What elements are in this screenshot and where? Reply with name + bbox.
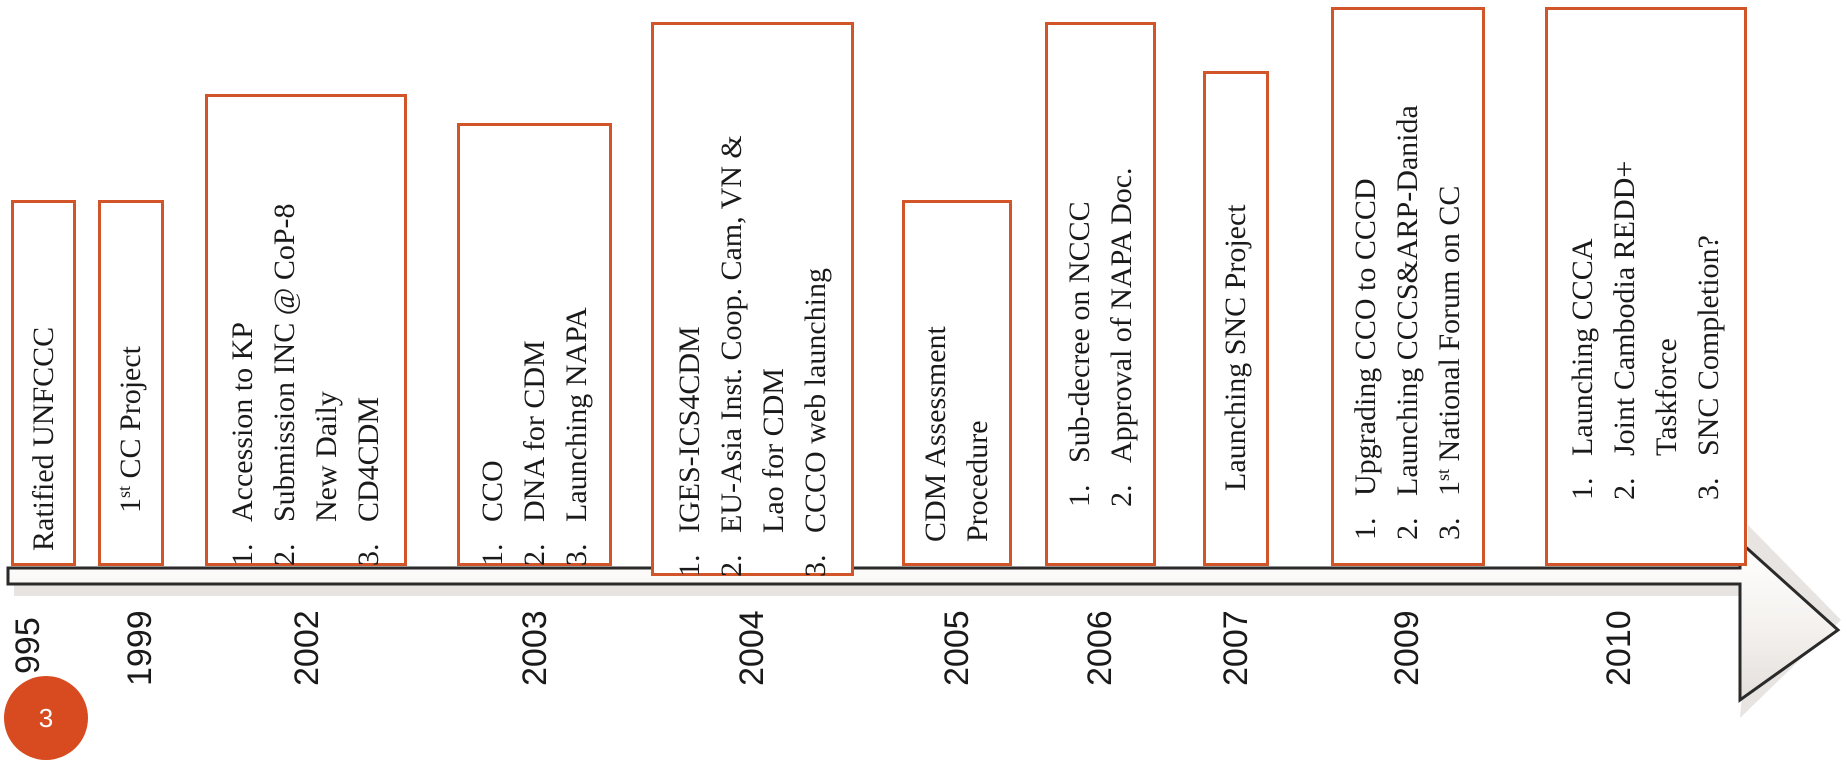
event-text-2004: 1. IGES-ICS4CDM 2. EU-Asia Inst. Coop. Cam… <box>669 135 837 577</box>
event-text-2010: 1. Launching CCCA 2. Joint Cambodia REDD+ … <box>1562 160 1730 499</box>
event-item: CDM Assessment <box>919 326 952 542</box>
year-label: 1999 <box>121 610 159 686</box>
event-item: 2. DNA for CDM <box>517 339 551 566</box>
year-label: 2009 <box>1388 610 1426 686</box>
event-item: 1. Sub-decree on NCCC <box>1062 201 1096 507</box>
event-item: 1. Upgrading CCO to CCCD <box>1349 177 1382 540</box>
event-item: 2. Approval of NAPA Doc. <box>1104 167 1138 507</box>
event-box-1995: Ratified UNFCCC <box>11 200 76 566</box>
event-box-2007: Launching SNC Project <box>1203 71 1269 566</box>
event-item: 3. SNC Completion? <box>1692 234 1725 500</box>
event-text-2005: CDM Assessment Procedure <box>915 326 999 542</box>
slide-title: UNFCCC. <box>120 0 418 8</box>
event-item: 3. Launching NAPA <box>559 306 593 566</box>
event-item: 2. Launching CCCS&ARP-Danida <box>1391 104 1424 540</box>
event-item: 3. CCCO web launching <box>798 268 832 577</box>
event-item: 1. IGES-ICS4CDM <box>672 326 706 577</box>
year-label: 2010 <box>1600 610 1638 686</box>
event-box-1999: 1st CC Project <box>98 200 164 566</box>
event-box-2010: 1. Launching CCCA 2. Joint Cambodia REDD+ … <box>1545 7 1747 566</box>
event-item: 1. Launching CCCA <box>1566 238 1599 500</box>
year-label: 2003 <box>516 610 554 686</box>
year-label: 995 <box>9 617 47 674</box>
event-item: 2. Submission INC @ CoP-8 <box>268 203 301 566</box>
event-item: 2. Joint Cambodia REDD+ <box>1608 160 1641 500</box>
event-text-1999: 1st CC Project <box>110 346 152 513</box>
event-item: Ratified UNFCCC <box>26 326 60 551</box>
event-text-2009: 1. Upgrading CCO to CCCD 2. Launching CCCS… <box>1345 105 1471 540</box>
event-item: Lao for CDM <box>756 368 790 533</box>
event-box-2006: 1. Sub-decree on NCCC 2. Approval of NAPA … <box>1045 22 1156 566</box>
event-item: 1st CC Project <box>114 345 147 513</box>
event-box-2002: 1. Accession to KP 2. Submission INC @ CoP… <box>205 94 407 566</box>
event-text-1995: Ratified UNFCCC <box>23 327 65 551</box>
event-item: 3. 1st National Forum on CC <box>1433 185 1466 540</box>
event-text-2007: Launching SNC Project <box>1215 204 1257 491</box>
event-item: 2. EU-Asia Inst. Coop. Cam, VN & <box>714 135 748 577</box>
event-text-2003: 1. CCO 2. DNA for CDM 3. Launching NAPA <box>472 307 598 566</box>
event-item: 1. Accession to KP <box>226 322 259 566</box>
event-box-2005: CDM Assessment Procedure <box>902 200 1012 566</box>
page-number-badge: 3 <box>4 676 88 760</box>
event-item: Procedure <box>961 420 994 542</box>
event-box-2009: 1. Upgrading CCO to CCCD 2. Launching CCCS… <box>1331 7 1485 566</box>
event-item: New Daily <box>310 391 343 522</box>
event-text-2006: 1. Sub-decree on NCCC 2. Approval of NAPA … <box>1059 167 1143 507</box>
event-item: Launching SNC Project <box>1219 203 1252 491</box>
event-item: Taskforce <box>1650 337 1683 456</box>
year-label: 2005 <box>938 610 976 686</box>
year-label: 2002 <box>288 610 326 686</box>
year-label: 2007 <box>1217 610 1255 686</box>
event-box-2003: 1. CCO 2. DNA for CDM 3. Launching NAPA <box>457 123 612 566</box>
year-label: 2006 <box>1081 610 1119 686</box>
title-line-2: UNFCCC. <box>120 0 418 8</box>
event-item: 1. CCO <box>475 459 509 566</box>
year-label: 2004 <box>733 610 771 686</box>
event-item: 3. CD4CDM <box>352 396 385 566</box>
event-box-2004: 1. IGES-ICS4CDM 2. EU-Asia Inst. Coop. Cam… <box>651 22 854 577</box>
event-text-2002: 1. Accession to KP 2. Submission INC @ CoP… <box>222 203 390 566</box>
